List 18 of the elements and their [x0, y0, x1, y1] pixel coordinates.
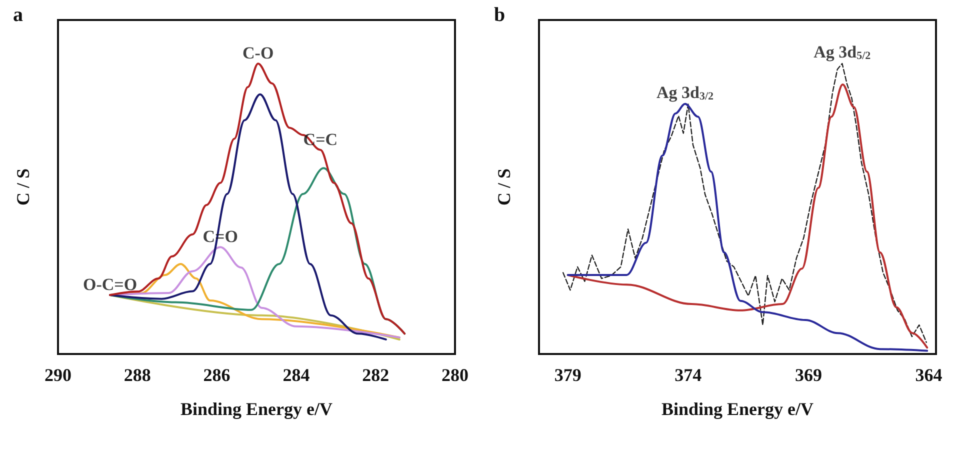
x-tick-label: 369 — [794, 365, 822, 385]
chart-title: a — [13, 4, 23, 26]
x-tick-label: 374 — [674, 365, 702, 385]
x-tick-label: 288 — [124, 365, 151, 385]
chart-title: b — [494, 4, 506, 26]
x-axis-title: Binding Energy e/V — [661, 399, 814, 419]
x-tick-label: 282 — [362, 365, 390, 385]
x-tick-label: 280 — [442, 365, 468, 385]
y-axis-title: C / S — [494, 168, 514, 206]
annotation: O-C=O — [82, 275, 138, 294]
x-tick-label: 290 — [44, 365, 72, 385]
y-axis-title: C / S — [13, 168, 33, 206]
annotation: C-O — [242, 44, 274, 63]
x-tick-label: 286 — [203, 365, 230, 385]
x-tick-label: 364 — [915, 365, 942, 385]
x-axis-title: Binding Energy e/V — [180, 399, 333, 419]
x-tick-label: 379 — [554, 365, 582, 385]
x-tick-label: 284 — [282, 365, 310, 385]
